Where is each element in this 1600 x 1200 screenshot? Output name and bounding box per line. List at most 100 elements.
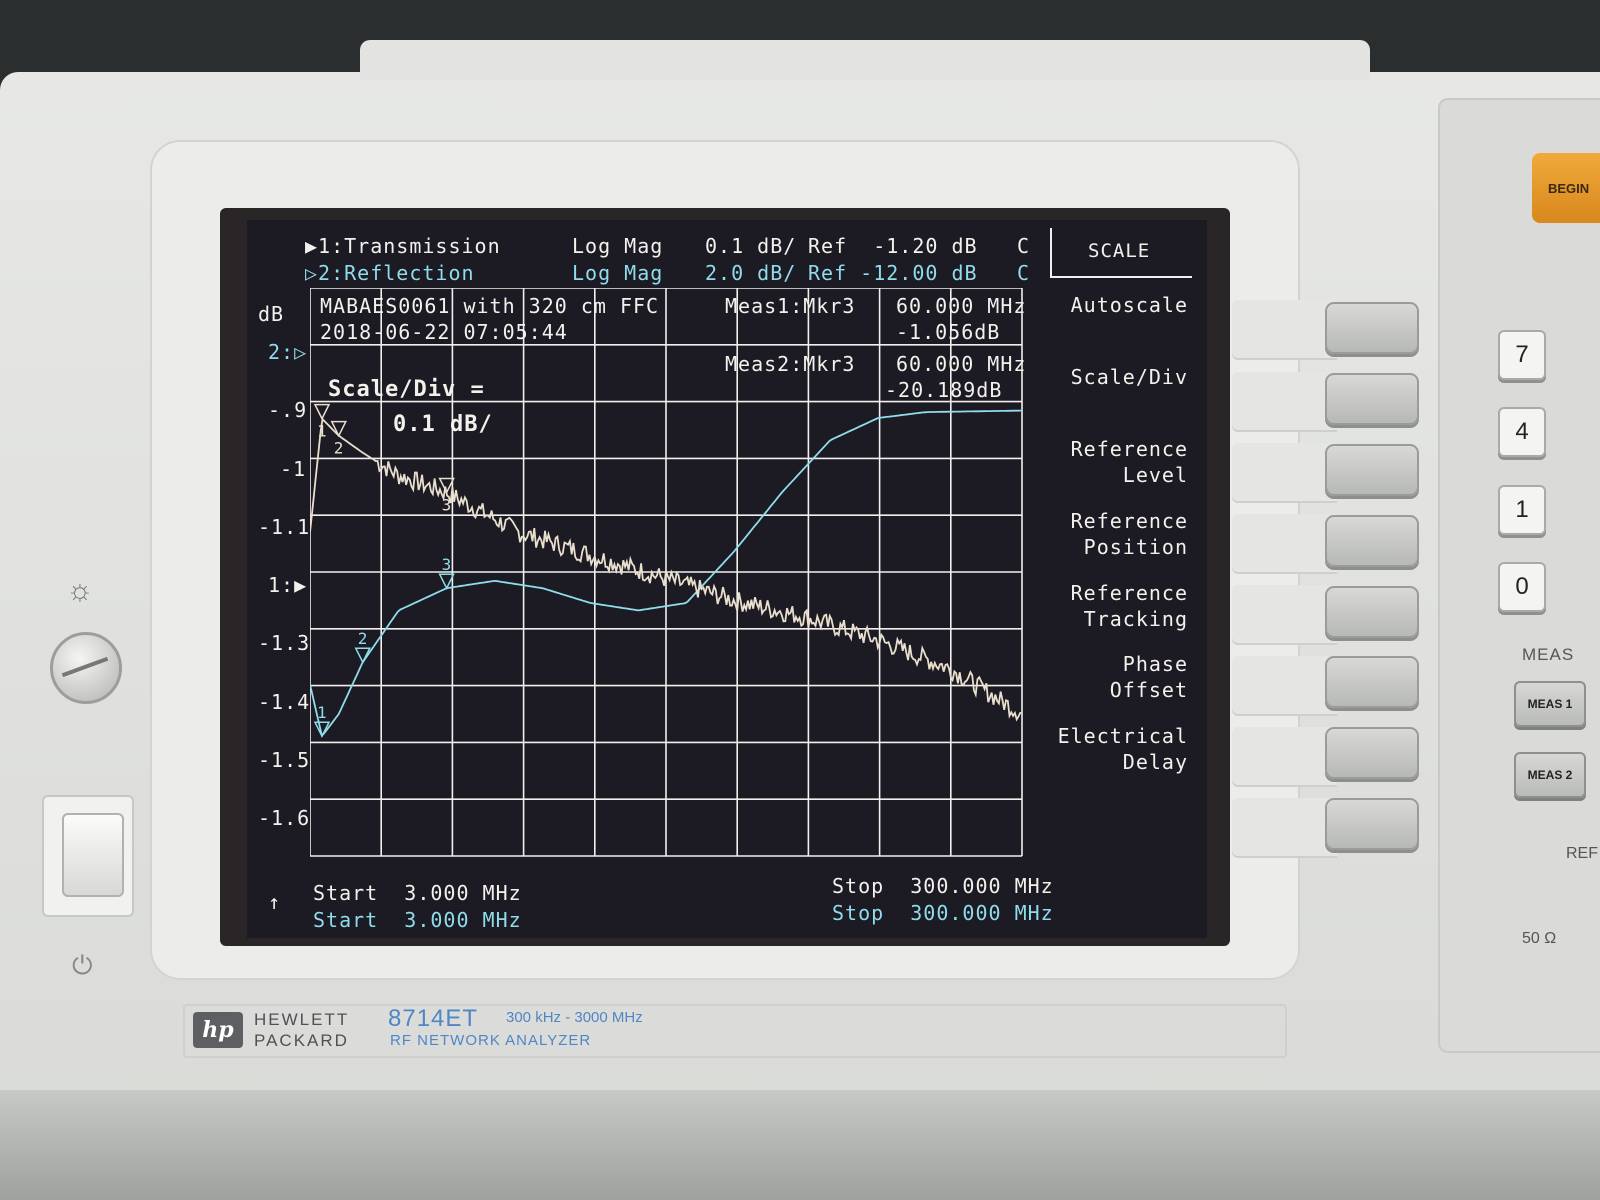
plot-title-line1: MABAES0061 with 320 cm FFC (320, 294, 660, 318)
ch2-format: Log Mag (572, 261, 664, 285)
ch1-reference-marker: 1:▶ (268, 573, 308, 597)
frequency-range: 300 kHz - 3000 MHz (506, 1009, 643, 1026)
ch1-label: ▶1:Transmission (305, 234, 501, 258)
reflection-trace-group (310, 409, 1022, 738)
softkey-reference-tracking-button[interactable] (1325, 586, 1419, 638)
softkey-label-autoscale: Autoscale (1070, 293, 1188, 317)
meas2-label: Meas2:Mkr3 (725, 352, 856, 376)
marker-label: 3 (442, 495, 452, 514)
ch1-scale: 0.1 dB/ (705, 234, 797, 258)
chassis-top-strip (360, 40, 1370, 80)
transmission-trace (310, 417, 1023, 722)
scale-div-label: Scale/Div = (328, 377, 485, 402)
marker-triangle (438, 573, 455, 590)
meas1-value: -1.056dB (896, 320, 1001, 344)
ch1-ref: Ref -1.20 dB (808, 234, 978, 258)
y-tick: -1.5 (258, 748, 311, 772)
marker-label: 2 (334, 439, 344, 458)
brightness-icon: ☼ (66, 574, 94, 607)
softkey-phase-offset-button[interactable] (1325, 656, 1419, 708)
softkey-electrical-delay-button[interactable] (1325, 727, 1419, 779)
key-4[interactable]: 4 (1498, 407, 1546, 457)
softkey-label-electrical-delay: Electrical Delay (1057, 724, 1188, 774)
hp-logo: hp (193, 1012, 243, 1048)
softkey-autoscale-button[interactable] (1325, 302, 1419, 354)
meas-group-label: MEAS (1522, 645, 1575, 664)
ref-port-label: REF (1566, 845, 1598, 862)
softkey-tab (1232, 514, 1337, 574)
impedance-label: 50 Ω (1522, 930, 1557, 947)
softkey-label-reference-position: Reference Position (1070, 509, 1188, 559)
y-axis-unit: dB (258, 302, 285, 326)
start-frequency-ch1: Start 3.000 MHz (313, 881, 522, 905)
bottom-shelf (0, 1090, 1600, 1200)
ch2-ref: Ref -12.00 dB (808, 261, 978, 285)
softkey-reference-level-button[interactable] (1325, 444, 1419, 496)
softkey-tab (1232, 443, 1337, 503)
y-tick: -1 (280, 457, 307, 481)
softkey-tab (1232, 300, 1337, 360)
softkey-label-reference-level: Reference Level (1070, 437, 1188, 487)
softkey-label-reference-tracking: Reference Tracking (1070, 581, 1188, 631)
softkey-tab (1232, 372, 1337, 432)
ch2-flag: C (1017, 261, 1031, 285)
start-frequency-ch2: Start 3.000 MHz (313, 908, 522, 932)
softkey-label-scale-div: Scale/Div (1070, 365, 1188, 389)
y-tick: -1.3 (258, 631, 311, 655)
stop-frequency-ch1: Stop 300.000 MHz (832, 874, 1054, 898)
softkey-scale-div-button[interactable] (1325, 373, 1419, 425)
marker-triangle (330, 420, 347, 438)
softkey-menu-box (1050, 228, 1192, 278)
marker-label: 3 (442, 555, 452, 574)
plot-title-line2: 2018-06-22 07:05:44 (320, 320, 568, 344)
ch2-scale: 2.0 dB/ (705, 261, 797, 285)
meas1-button[interactable]: MEAS 1 (1514, 681, 1586, 727)
key-7[interactable]: 7 (1498, 330, 1546, 380)
marker-label: 1 (317, 422, 327, 441)
marker-triangle (313, 721, 331, 738)
plot-gridlines (310, 288, 1023, 857)
softkey-label-phase-offset: Phase Offset (1109, 652, 1188, 702)
softkey-blank-button[interactable] (1325, 798, 1419, 850)
analyzer-screen (247, 220, 1207, 938)
ch1-flag: C (1017, 234, 1031, 258)
ch1-format: Log Mag (572, 234, 664, 258)
y-tick: -1.6 (258, 806, 311, 830)
meas1-frequency: 60.000 MHz (896, 294, 1027, 318)
model-number: 8714ET (388, 1005, 479, 1032)
key-1[interactable]: 1 (1498, 485, 1546, 535)
meas2-button[interactable]: MEAS 2 (1514, 752, 1586, 798)
marker-triangle (438, 477, 455, 495)
meas2-value: -20.189dB (885, 378, 1003, 402)
marker-triangle (354, 647, 371, 664)
begin-button[interactable]: BEGIN (1532, 153, 1600, 223)
stop-frequency-ch2: Stop 300.000 MHz (832, 901, 1054, 925)
y-tick: -1.1 (258, 515, 311, 539)
reflection-trace (310, 409, 1022, 738)
instrument-description: RF NETWORK ANALYZER (390, 1032, 592, 1049)
marker-triangle (313, 403, 331, 421)
key-0[interactable]: 0 (1498, 562, 1546, 612)
brand-line1: HEWLETT (254, 1010, 350, 1029)
transmission-trace-group (310, 417, 1023, 722)
y-tick: -1.4 (258, 690, 311, 714)
softkey-tab (1232, 585, 1337, 645)
power-switch[interactable] (62, 813, 124, 897)
meas2-frequency: 60.000 MHz (896, 352, 1027, 376)
scale-div-value: 0.1 dB/ (393, 412, 493, 437)
brand-line2: PACKARD (254, 1031, 349, 1050)
softkey-tab (1232, 798, 1337, 858)
brand-badge (183, 1004, 1287, 1058)
softkey-reference-position-button[interactable] (1325, 515, 1419, 567)
y-tick: -.9 (268, 398, 308, 422)
power-icon: ⏻ (72, 950, 93, 980)
marker-label: 1 (317, 703, 327, 722)
softkey-tab (1232, 727, 1337, 787)
softkey-tab (1232, 656, 1337, 716)
brightness-knob[interactable] (50, 632, 122, 704)
meas1-label: Meas1:Mkr3 (725, 294, 856, 318)
ch2-label: ▷2:Reflection (305, 261, 475, 285)
marker-label: 2 (358, 629, 368, 648)
